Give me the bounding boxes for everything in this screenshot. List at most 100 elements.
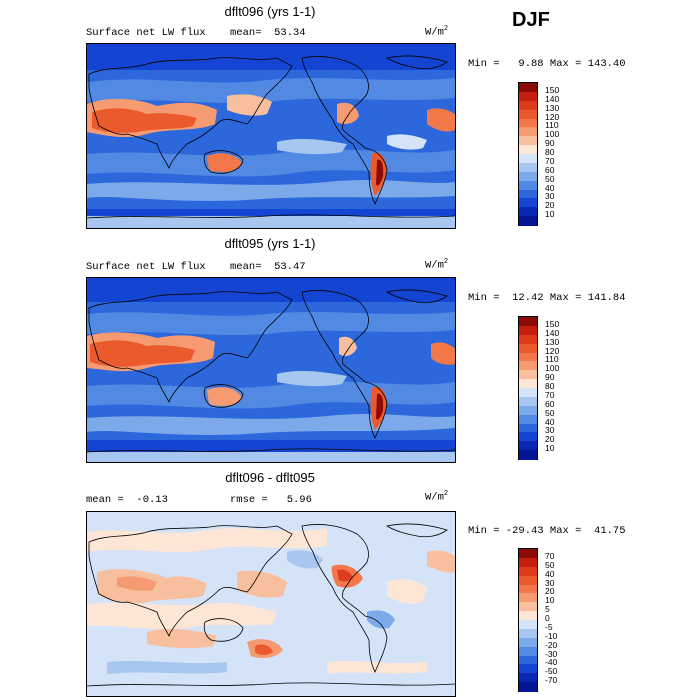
panel-2-coastlines xyxy=(87,289,455,453)
colorbar-tick-label: 140 xyxy=(545,327,560,338)
colorbar-tick-label: 70 xyxy=(545,550,555,561)
panel-1-units-exp: 2 xyxy=(443,25,449,33)
colorbar-tick-label: 100 xyxy=(545,129,560,140)
panel-2-title: dflt095 (yrs 1-1) xyxy=(224,236,316,251)
colorbar-tick-label: -5 xyxy=(545,621,553,632)
panel-1-colorbar-labels: 150 140 130 120 110 100 90 80 70 60 50 40 30 20 10 xyxy=(545,82,585,224)
colorbar-tick-label: 20 xyxy=(545,586,555,597)
colorbar-segment xyxy=(519,557,537,568)
colorbar-segment xyxy=(519,628,537,639)
colorbar-tick-label: -10 xyxy=(545,630,558,641)
colorbar-segment xyxy=(519,664,537,674)
colorbar-segment xyxy=(519,432,537,442)
colorbar-tick-label: 110 xyxy=(545,120,559,131)
colorbar-tick-label: 30 xyxy=(545,425,555,436)
panel-1-units-base: W/m xyxy=(425,26,444,39)
colorbar-segment xyxy=(519,388,537,398)
panel-1-minmax: Min = 9.88 Max = 143.40 xyxy=(468,58,626,70)
colorbar-segment xyxy=(519,441,537,451)
panel-3-units-base: W/m xyxy=(425,491,444,504)
colorbar-tick-label: -20 xyxy=(545,639,558,650)
colorbar-tick-label: 120 xyxy=(545,345,560,356)
panel-1-units: W/m2 xyxy=(425,25,448,39)
panel-2-colorbar xyxy=(518,316,538,460)
colorbar-segment xyxy=(519,317,537,327)
panel-2-units: W/m2 xyxy=(425,258,448,272)
colorbar-tick-label: 20 xyxy=(545,200,555,211)
colorbar-segment xyxy=(519,379,537,389)
colorbar-segment xyxy=(519,171,537,182)
colorbar-tick-label: -50 xyxy=(545,666,558,677)
panel-1-mean: mean= 53.34 xyxy=(230,27,306,39)
colorbar-tick-label: 100 xyxy=(545,363,560,374)
colorbar-segment xyxy=(519,127,537,137)
colorbar-segment xyxy=(519,343,537,353)
colorbar-tick-label: -30 xyxy=(545,648,558,659)
colorbar-segment xyxy=(519,566,537,577)
colorbar-tick-label: 10 xyxy=(545,595,555,606)
colorbar-tick-label: 130 xyxy=(545,102,560,113)
colorbar-tick-label: 80 xyxy=(545,147,555,157)
colorbar-tick-label: 5 xyxy=(545,604,550,615)
colorbar-segment xyxy=(519,682,537,692)
colorbar-tick-label: 40 xyxy=(545,182,555,193)
colorbar-segment xyxy=(519,637,537,648)
colorbar-segment xyxy=(519,620,537,630)
colorbar-tick-label: 90 xyxy=(545,138,555,149)
colorbar-segment xyxy=(519,325,537,336)
colorbar-tick-label: 50 xyxy=(545,173,555,184)
colorbar-tick-label: 60 xyxy=(545,398,555,409)
colorbar-segment xyxy=(519,334,537,345)
colorbar-tick-label: 30 xyxy=(545,577,555,588)
colorbar-segment xyxy=(519,136,537,146)
colorbar-segment xyxy=(519,109,537,119)
panel-2-units-base: W/m xyxy=(425,259,444,272)
colorbar-tick-label: 40 xyxy=(545,568,555,579)
colorbar-tick-label: 20 xyxy=(545,434,555,445)
panel-1-coastlines xyxy=(87,55,455,219)
panel-2-units-exp: 2 xyxy=(443,258,449,266)
colorbar-tick-label: 10 xyxy=(545,209,555,220)
panel-3-colorbar-labels: 70 50 40 30 20 10 5 0 -5 -10 -20 -30 -40 -50 -70 xyxy=(545,548,585,690)
panel-2-minmax: Min = 12.42 Max = 141.84 xyxy=(468,292,626,304)
colorbar-tick-label: 140 xyxy=(545,93,560,104)
panel-3-rmse: rmse = 5.96 xyxy=(230,494,312,506)
colorbar-segment xyxy=(519,646,537,656)
colorbar-segment xyxy=(519,405,537,416)
panel-3-colorbar xyxy=(518,548,538,692)
panel-1-title: dflt096 (yrs 1-1) xyxy=(224,4,316,19)
colorbar-segment xyxy=(519,180,537,190)
colorbar-segment xyxy=(519,118,537,128)
colorbar-segment xyxy=(519,162,537,173)
colorbar-segment xyxy=(519,414,537,424)
colorbar-tick-label: 120 xyxy=(545,111,560,122)
panel-2-map xyxy=(86,277,456,463)
colorbar-tick-label: 70 xyxy=(545,389,555,400)
panel-3-title: dflt096 - dflt095 xyxy=(225,470,315,485)
colorbar-segment xyxy=(519,423,537,433)
colorbar-segment xyxy=(519,549,537,559)
colorbar-segment xyxy=(519,154,537,164)
colorbar-tick-label: 80 xyxy=(545,381,555,391)
panel-3-map xyxy=(86,511,456,697)
colorbar-tick-label: -40 xyxy=(545,657,558,668)
colorbar-segment xyxy=(519,91,537,102)
colorbar-tick-label: 50 xyxy=(545,559,555,570)
colorbar-segment xyxy=(519,370,537,380)
season-label: DJF xyxy=(512,9,550,31)
colorbar-segment xyxy=(519,602,537,612)
panel-1-map-field xyxy=(87,44,455,228)
colorbar-tick-label: 70 xyxy=(545,155,555,166)
colorbar-segment xyxy=(519,673,537,683)
colorbar-segment xyxy=(519,207,537,217)
panel-3-units-exp: 2 xyxy=(443,490,449,498)
colorbar-tick-label: 30 xyxy=(545,191,555,202)
colorbar-tick-label: 40 xyxy=(545,416,555,427)
panel-1-field-label: Surface net LW flux xyxy=(86,27,206,39)
panel-1-map xyxy=(86,43,456,229)
colorbar-segment xyxy=(519,100,537,111)
colorbar-segment xyxy=(519,189,537,199)
colorbar-segment xyxy=(519,198,537,208)
colorbar-segment xyxy=(519,611,537,621)
colorbar-segment xyxy=(519,145,537,155)
